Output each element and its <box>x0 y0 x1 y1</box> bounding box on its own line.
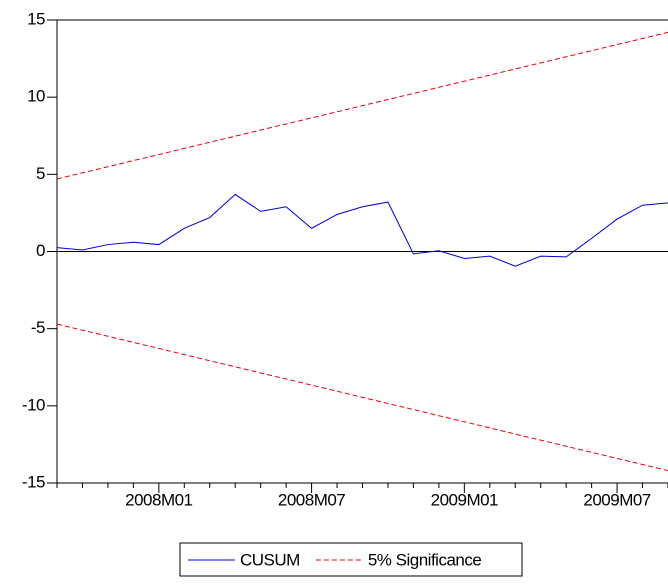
x-tick-label: 2009M01 <box>431 490 498 509</box>
x-tick-label: 2008M07 <box>278 490 345 509</box>
x-tick-label: 2008M01 <box>125 490 192 509</box>
series-line <box>57 32 668 179</box>
y-tick-label: -5 <box>31 318 45 337</box>
series-line <box>57 194 668 266</box>
y-tick-label: 0 <box>36 241 45 260</box>
legend-label: CUSUM <box>240 550 300 569</box>
y-tick-label: 15 <box>27 9 45 28</box>
series-line <box>57 324 668 471</box>
y-tick-label: -15 <box>22 472 45 491</box>
x-tick-label: 2009M07 <box>583 490 650 509</box>
y-tick-label: 10 <box>27 87 45 106</box>
y-tick-label: 5 <box>36 164 45 183</box>
legend-label: 5% Significance <box>368 550 482 569</box>
y-tick-label: -10 <box>22 395 45 414</box>
chart: -15 -10 -5 0 5 10 15 2008M01 2008M07 2009M01 2009M… <box>0 0 668 586</box>
